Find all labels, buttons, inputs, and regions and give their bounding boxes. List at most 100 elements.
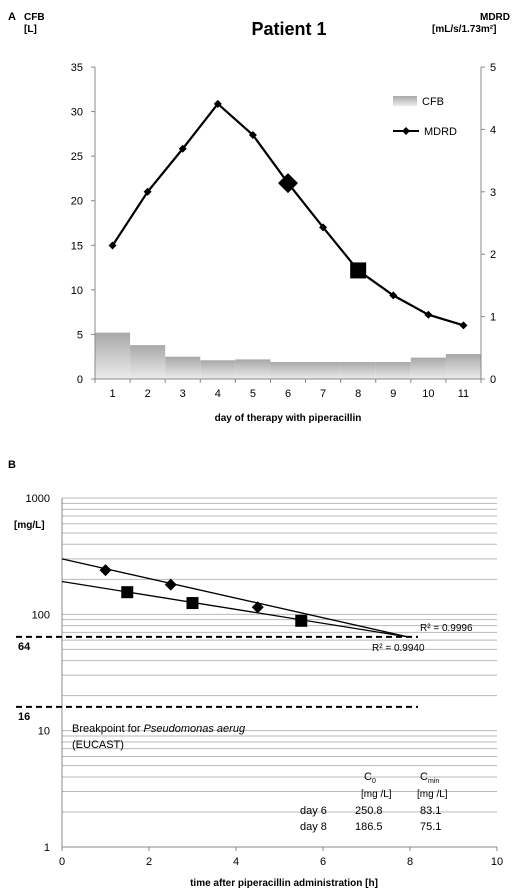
cfb-bar [340, 362, 376, 379]
table-row-label: day 8 [300, 821, 327, 833]
right-tick-label: 5 [490, 62, 496, 74]
y-tick-label-b: 1 [44, 842, 50, 854]
mdrd-point [108, 241, 117, 250]
mdrd-point [319, 223, 328, 232]
right-tick-label: 3 [490, 187, 496, 199]
mdrd-point-highlight-square [350, 262, 367, 279]
regression-line [61, 580, 408, 638]
left-tick-label: 0 [77, 374, 83, 386]
legend-mdrd-marker [402, 127, 410, 135]
table-cmin-value: 75.1 [420, 821, 441, 833]
x-tick-label-a: 7 [320, 388, 326, 400]
cfb-bar [445, 354, 481, 379]
x-tick-label-a: 3 [180, 388, 186, 400]
y-tick-label-b: 100 [32, 609, 50, 621]
mdrd-point-highlight-diamond [278, 173, 298, 194]
x-tick-label-a: 9 [390, 388, 396, 400]
breakpoint-annotation: Breakpoint for Pseudomonas aerug [72, 723, 246, 735]
x-tick-label-a: 4 [215, 388, 221, 400]
x-tick-label-a: 11 [458, 388, 469, 400]
mdrd-point [213, 99, 222, 108]
cfb-bar [130, 345, 166, 379]
mdrd-point [248, 131, 257, 140]
cfb-bar [165, 356, 201, 379]
x-tick-label-a: 10 [422, 388, 434, 400]
x-tick-label-b: 4 [233, 856, 239, 868]
right-axis-title-line2: [mL/s/1.73m²] [432, 24, 496, 35]
reference-line-label: 16 [18, 711, 30, 723]
table-cmin-value: 83.1 [420, 805, 441, 817]
left-axis-title-line1: CFB [24, 12, 45, 23]
legend-cfb-swatch [393, 96, 417, 106]
left-tick-label: 5 [77, 329, 83, 341]
legend-cfb-label: CFB [422, 96, 444, 108]
x-tick-label-b: 8 [407, 856, 413, 868]
cfb-bar [410, 357, 446, 379]
right-axis-title-line1: MDRD [480, 12, 510, 23]
y-tick-label-b: 10 [38, 726, 50, 738]
table-header-symbol: C [364, 771, 372, 783]
r-squared-label: R² = 0.9996 [420, 623, 473, 634]
regression-line [61, 558, 408, 638]
cfb-bar [270, 362, 306, 379]
mdrd-line [111, 102, 464, 327]
x-tick-label-a: 6 [285, 388, 291, 400]
y-axis-label-b: [mg/L] [14, 520, 45, 531]
cfb-bar [235, 359, 271, 379]
left-tick-label: 10 [71, 285, 83, 297]
left-tick-label: 30 [71, 107, 83, 119]
mdrd-point [143, 187, 152, 196]
reference-line-label: 64 [18, 641, 31, 653]
mdrd-point [459, 321, 468, 330]
mdrd-point [178, 144, 187, 153]
r-squared-label: R² = 0.9940 [372, 643, 425, 654]
breakpoint-source: (EUCAST) [72, 739, 124, 751]
cfb-bar [95, 332, 131, 379]
left-tick-label: 35 [71, 62, 83, 74]
table-c0-value: 250.8 [355, 805, 383, 817]
right-tick-label: 4 [490, 124, 496, 136]
data-point-square [186, 597, 199, 610]
table-row-label: day 6 [300, 805, 327, 817]
breakpoint-text: Breakpoint for [72, 723, 144, 735]
x-tick-label-b: 6 [320, 856, 326, 868]
panel-b: 1 10 100 1000 0 2 4 6 8 10 64 16 Breakpoint for Pseu… [16, 493, 503, 868]
x-tick-label-a: 5 [250, 388, 256, 400]
right-tick-label: 0 [490, 374, 496, 386]
left-axis-title-line2: [L] [24, 24, 37, 35]
legend-mdrd-label: MDRD [424, 126, 457, 138]
x-tick-label-b: 0 [59, 856, 65, 868]
left-tick-label: 25 [71, 151, 83, 163]
table-header-symbol: C [420, 771, 428, 783]
x-tick-label-a: 1 [109, 388, 115, 400]
panel-a: 0 5 10 15 20 25 30 35 0 1 2 3 4 5 1 2 3 4 5 6 7 8 9 10 11 CFB MDRD [71, 62, 496, 400]
x-tick-label-b: 2 [146, 856, 152, 868]
table-header: C0 [364, 771, 376, 785]
data-point-diamond [99, 564, 112, 577]
right-tick-label: 1 [490, 312, 496, 324]
x-tick-label-a: 8 [355, 388, 361, 400]
mdrd-point [424, 310, 433, 319]
cfb-bar [200, 360, 236, 379]
mdrd-point [389, 291, 398, 300]
breakpoint-organism: Pseudomonas aerug [144, 723, 246, 735]
x-axis-label-b: time after piperacillin administration [… [190, 878, 378, 889]
left-tick-label: 20 [71, 196, 83, 208]
y-tick-label-b: 1000 [26, 493, 50, 505]
chart-title: Patient 1 [251, 19, 326, 39]
table-header: Cmin [420, 771, 439, 785]
cfb-bar [305, 362, 341, 379]
data-point-diamond [164, 578, 177, 591]
right-tick-label: 2 [490, 249, 496, 261]
table-header-subscript: 0 [372, 778, 376, 785]
cfb-bar [375, 362, 411, 379]
data-point-diamond [251, 601, 264, 614]
table-unit: [mg /L] [417, 789, 448, 800]
data-point-square [295, 614, 308, 627]
table-c0-value: 186.5 [355, 821, 383, 833]
data-point-square [121, 586, 134, 599]
panel-a-label: A [8, 11, 16, 23]
x-axis-label-a: day of therapy with piperacillin [215, 413, 362, 424]
panel-b-label: B [8, 459, 16, 471]
